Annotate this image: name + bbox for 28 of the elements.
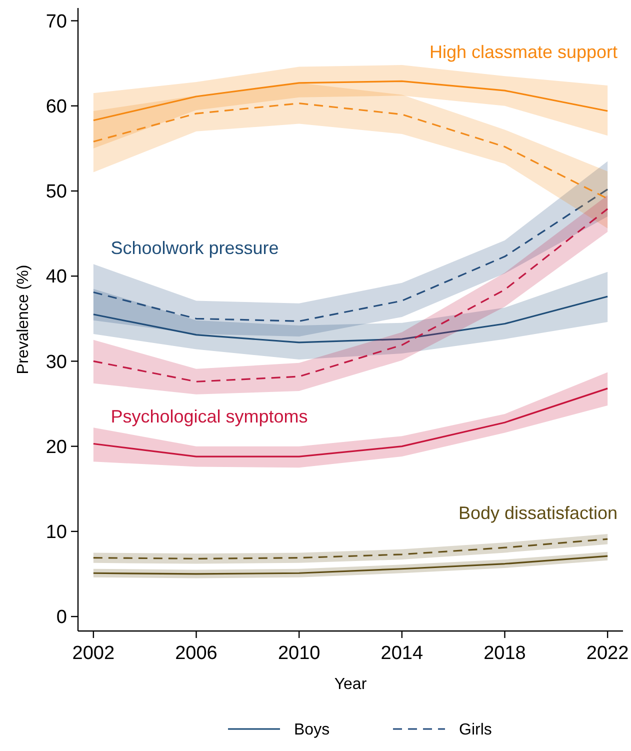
annotation: Psychological symptoms: [110, 406, 308, 426]
line-series: [92, 188, 608, 322]
y-axis-title: Prevalence (%): [15, 264, 32, 374]
line-series: [92, 296, 608, 344]
x-tick-label: 2022: [586, 643, 629, 664]
y-tick-label: 0: [56, 607, 67, 628]
y-tick-label: 10: [46, 522, 67, 544]
legend-label: Boys: [294, 722, 330, 739]
y-tick-label: 40: [46, 266, 67, 288]
legend-label: Girls: [459, 722, 492, 739]
y-tick-label: 30: [46, 352, 67, 373]
line-series: [92, 538, 608, 560]
x-axis-title: Year: [334, 676, 368, 693]
y-tick-label: 60: [46, 96, 67, 118]
x-tick-label: 2018: [484, 643, 526, 664]
x-tick-label: 2006: [175, 643, 218, 664]
y-tick-label: 70: [46, 11, 67, 32]
line-series: [92, 102, 608, 200]
annotation: Body dissatisfaction: [458, 502, 618, 523]
x-tick-label: 2010: [278, 643, 320, 664]
x-tick-label: 2002: [72, 643, 115, 664]
annotation: Schoolwork pressure: [110, 238, 279, 258]
line-series: [92, 388, 608, 458]
annotation: High classmate support: [429, 42, 618, 62]
x-tick-label: 2014: [380, 643, 424, 664]
y-tick-label: 50: [46, 182, 67, 203]
line-series: [92, 80, 608, 122]
y-tick-label: 20: [46, 436, 67, 458]
